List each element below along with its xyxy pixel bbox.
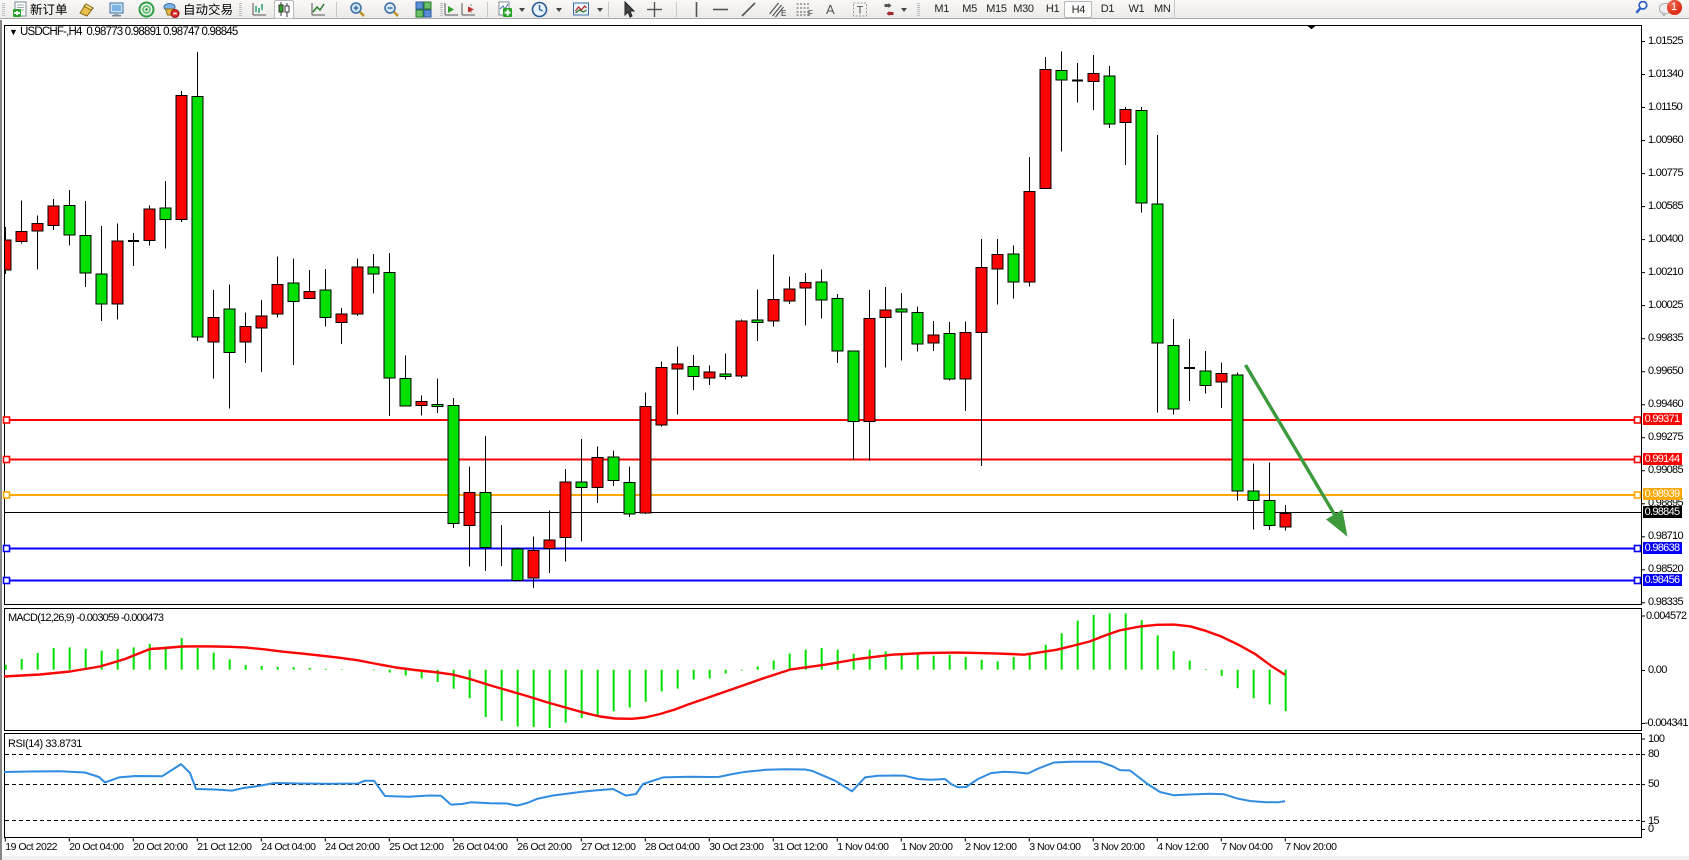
svg-text:T: T [857,5,864,17]
